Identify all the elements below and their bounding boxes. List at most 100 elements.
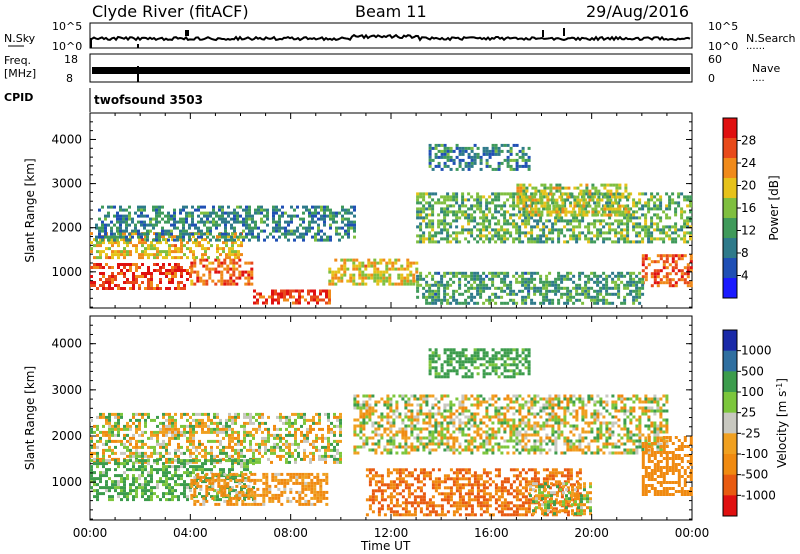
data-cell: [193, 282, 197, 286]
data-cell: [240, 448, 243, 452]
data-cell: [650, 216, 654, 220]
data-cell: [638, 201, 642, 205]
data-cell: [105, 442, 108, 446]
data-cell: [671, 240, 675, 244]
data-cell: [128, 214, 131, 218]
data-cell: [262, 295, 265, 299]
data-cell: [123, 489, 126, 493]
data-cell: [186, 256, 189, 260]
data-cell: [129, 489, 132, 493]
data-cell: [361, 261, 365, 265]
data-cell: [293, 232, 296, 236]
data-cell: [102, 284, 105, 287]
data-cell: [431, 158, 435, 162]
data-cell: [557, 228, 561, 232]
data-cell: [126, 454, 129, 458]
data-cell: [629, 192, 633, 196]
data-cell: [659, 198, 663, 202]
data-cell: [479, 231, 483, 235]
data-cell: [262, 499, 266, 503]
data-cell: [113, 214, 116, 218]
data-cell: [140, 223, 143, 227]
data-cell: [111, 451, 114, 455]
data-cell: [185, 220, 188, 224]
data-cell: [267, 448, 270, 452]
data-cell: [452, 198, 456, 202]
data-cell: [277, 481, 281, 485]
data-cell: [350, 223, 353, 227]
data-cell: [138, 486, 141, 490]
data-cell: [400, 267, 404, 271]
data-cell: [576, 198, 580, 202]
data-cell: [563, 277, 567, 281]
data-cell: [280, 289, 283, 293]
data-cell: [197, 229, 200, 233]
data-cell: [623, 216, 627, 220]
data-cell: [195, 256, 198, 260]
data-cell: [158, 220, 161, 224]
data-cell: [361, 270, 365, 274]
data-cell: [93, 483, 96, 487]
data-cell: [515, 301, 519, 305]
data-cell: [386, 427, 390, 431]
data-cell: [689, 219, 693, 223]
data-cell: [632, 228, 636, 232]
data-cell: [243, 445, 246, 449]
data-cell: [603, 186, 607, 190]
data-cell: [665, 257, 669, 261]
data-cell: [578, 277, 582, 281]
data-cell: [525, 186, 529, 190]
data-cell: [113, 235, 116, 239]
data-cell: [627, 207, 631, 211]
data-cell: [600, 198, 604, 202]
data-cell: [96, 433, 99, 437]
data-cell: [608, 237, 612, 241]
data-cell: [126, 269, 129, 272]
data-cell: [608, 216, 612, 220]
data-cell: [464, 298, 468, 302]
data-cell: [111, 278, 114, 281]
data-cell: [479, 207, 483, 211]
data-cell: [668, 254, 672, 258]
data-cell: [566, 292, 570, 296]
data-cell: [228, 250, 231, 254]
data-cell: [467, 219, 471, 223]
data-cell: [192, 442, 195, 446]
data-cell: [105, 281, 108, 284]
data-cell: [174, 421, 177, 425]
data-cell: [319, 289, 322, 293]
data-cell: [515, 161, 519, 165]
data-cell: [540, 204, 544, 208]
data-cell: [135, 430, 138, 434]
data-cell: [108, 418, 111, 422]
data-cell: [244, 493, 248, 497]
data-cell: [503, 231, 507, 235]
data-cell: [123, 471, 126, 475]
data-cell: [243, 424, 246, 428]
data-cell: [599, 228, 603, 232]
data-cell: [470, 274, 474, 278]
data-cell: [190, 261, 194, 265]
data-cell: [516, 186, 520, 190]
data-cell: [406, 282, 410, 286]
data-cell: [371, 394, 375, 398]
data-cell: [304, 493, 308, 497]
data-cell: [388, 279, 392, 283]
data-cell: [349, 273, 353, 277]
data-cell: [680, 192, 684, 196]
data-cell: [347, 229, 350, 233]
data-cell: [301, 484, 305, 488]
data-cell: [635, 289, 639, 293]
data-cell: [180, 272, 183, 275]
data-cell: [177, 247, 180, 251]
data-cell: [135, 263, 138, 266]
data-cell: [626, 240, 630, 244]
data-cell: [578, 213, 582, 217]
data-cell: [467, 222, 471, 226]
data-cell: [479, 195, 483, 199]
data-cell: [428, 240, 432, 244]
data-cell: [325, 490, 329, 494]
data-cell: [153, 460, 156, 464]
data-cell: [117, 439, 120, 443]
data-cell: [524, 271, 528, 275]
